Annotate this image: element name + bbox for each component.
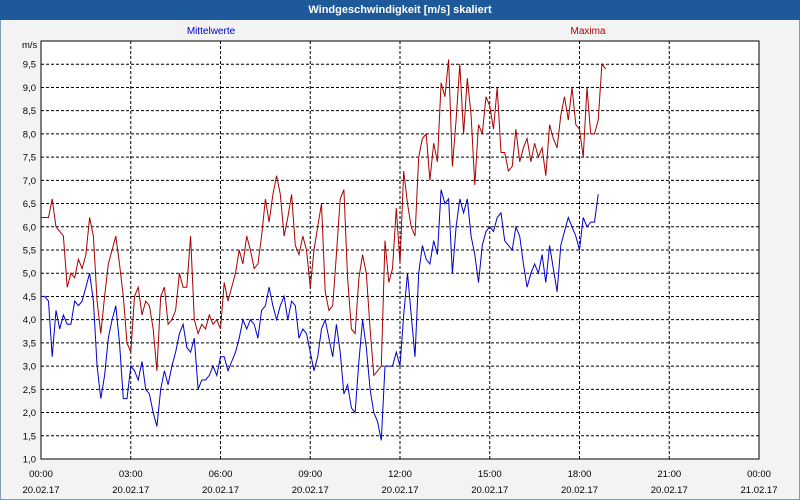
- x-tick-time: 18:00: [568, 469, 592, 480]
- x-tick-date: 20.02.17: [112, 485, 149, 496]
- x-tick-time: 09:00: [298, 469, 322, 480]
- x-tick-date: 20.02.17: [202, 485, 239, 496]
- x-tick-date: 20.02.17: [471, 485, 508, 496]
- y-tick-label: 8,0: [23, 129, 36, 140]
- y-tick-label: 1,0: [23, 455, 36, 466]
- y-tick-label: 5,0: [23, 269, 36, 280]
- y-tick-label: 6,5: [23, 199, 36, 210]
- x-tick-time: 12:00: [388, 469, 412, 480]
- x-tick-time: 03:00: [119, 469, 143, 480]
- y-tick-label: 3,0: [23, 362, 36, 373]
- y-tick-label: 4,0: [23, 315, 36, 326]
- y-tick-label: 9,5: [23, 60, 36, 71]
- x-tick-time: 06:00: [209, 469, 233, 480]
- y-axis-ticks: 1,0 1,5 2,0 2,5 3,0 3,5 4,0 4,5 5,0 5,5 6,0 6,5 7,0 7…: [23, 60, 36, 466]
- window-title: Windgeschwindigkeit [m/s] skaliert: [0, 0, 800, 20]
- y-tick-label: 6,0: [23, 222, 36, 233]
- x-tick-date: 20.02.17: [23, 485, 60, 496]
- x-tick-time: 00:00: [747, 469, 771, 480]
- y-tick-label: 8,5: [23, 106, 36, 117]
- x-tick-time: 21:00: [657, 469, 681, 480]
- x-tick-date: 20.02.17: [561, 485, 598, 496]
- legend-series-mittelwerte: Mittelwerte: [187, 26, 236, 37]
- x-tick-date: 21.02.17: [741, 485, 778, 496]
- x-axis-ticks: 00:00 20.02.17 03:00 20.02.17 06:00 20.02.17 0…: [23, 469, 778, 496]
- x-tick-date: 20.02.17: [292, 485, 329, 496]
- series-line-mittelwerte: [41, 189, 599, 441]
- y-axis-label: m/s: [22, 40, 38, 51]
- y-tick-label: 4,5: [23, 292, 36, 303]
- y-tick-label: 5,5: [23, 246, 36, 257]
- y-tick-label: 7,5: [23, 153, 36, 164]
- y-tick-label: 2,0: [23, 408, 36, 419]
- y-tick-label: 3,5: [23, 338, 36, 349]
- x-tick-date: 20.02.17: [382, 485, 419, 496]
- legend-series-maxima: Maxima: [570, 26, 605, 37]
- x-tick-date: 20.02.17: [651, 485, 688, 496]
- x-tick-time: 00:00: [29, 469, 53, 480]
- x-tick-time: 15:00: [478, 469, 502, 480]
- series-line-maxima: [41, 59, 607, 377]
- y-tick-label: 9,0: [23, 83, 36, 94]
- y-tick-label: 2,5: [23, 385, 36, 396]
- y-tick-label: 1,5: [23, 431, 36, 442]
- y-tick-label: 7,0: [23, 176, 36, 187]
